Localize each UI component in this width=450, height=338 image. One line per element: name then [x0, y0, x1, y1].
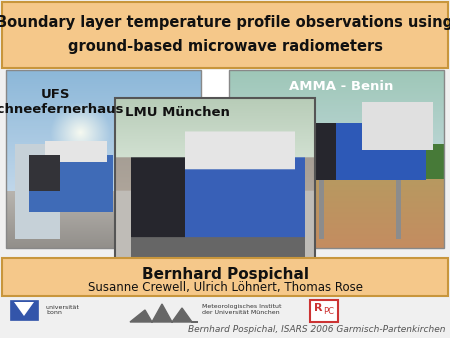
Bar: [6, 70, 201, 248]
Text: Bernhard Pospichal: Bernhard Pospichal: [141, 266, 309, 282]
Bar: [201, 70, 229, 248]
Bar: [229, 70, 444, 248]
Polygon shape: [14, 302, 34, 316]
Text: universität
bonn: universität bonn: [46, 305, 80, 315]
Text: UFS
Schneefernerhaus: UFS Schneefernerhaus: [0, 88, 123, 116]
Bar: [10, 300, 38, 320]
Bar: [115, 98, 315, 268]
Text: R: R: [314, 303, 322, 313]
Bar: [2, 258, 448, 296]
Bar: [2, 2, 448, 68]
Text: AMMA - Benin: AMMA - Benin: [288, 80, 393, 93]
Text: Susanne Crewell, Ulrich Löhnert, Thomas Rose: Susanne Crewell, Ulrich Löhnert, Thomas …: [87, 282, 363, 294]
Text: ground-based microwave radiometers: ground-based microwave radiometers: [68, 39, 382, 53]
Text: LMU München: LMU München: [125, 106, 230, 119]
Text: Meteorologisches Institut
der Universität München: Meteorologisches Institut der Universitä…: [202, 304, 282, 315]
Polygon shape: [130, 304, 198, 322]
Bar: [2, 248, 448, 258]
Text: Bernhard Pospichal, ISARS 2006 Garmisch-Partenkirchen: Bernhard Pospichal, ISARS 2006 Garmisch-…: [189, 325, 446, 334]
Bar: [310, 300, 338, 322]
Text: Boundary layer temperature profile observations using: Boundary layer temperature profile obser…: [0, 15, 450, 29]
Text: PC: PC: [324, 308, 334, 316]
